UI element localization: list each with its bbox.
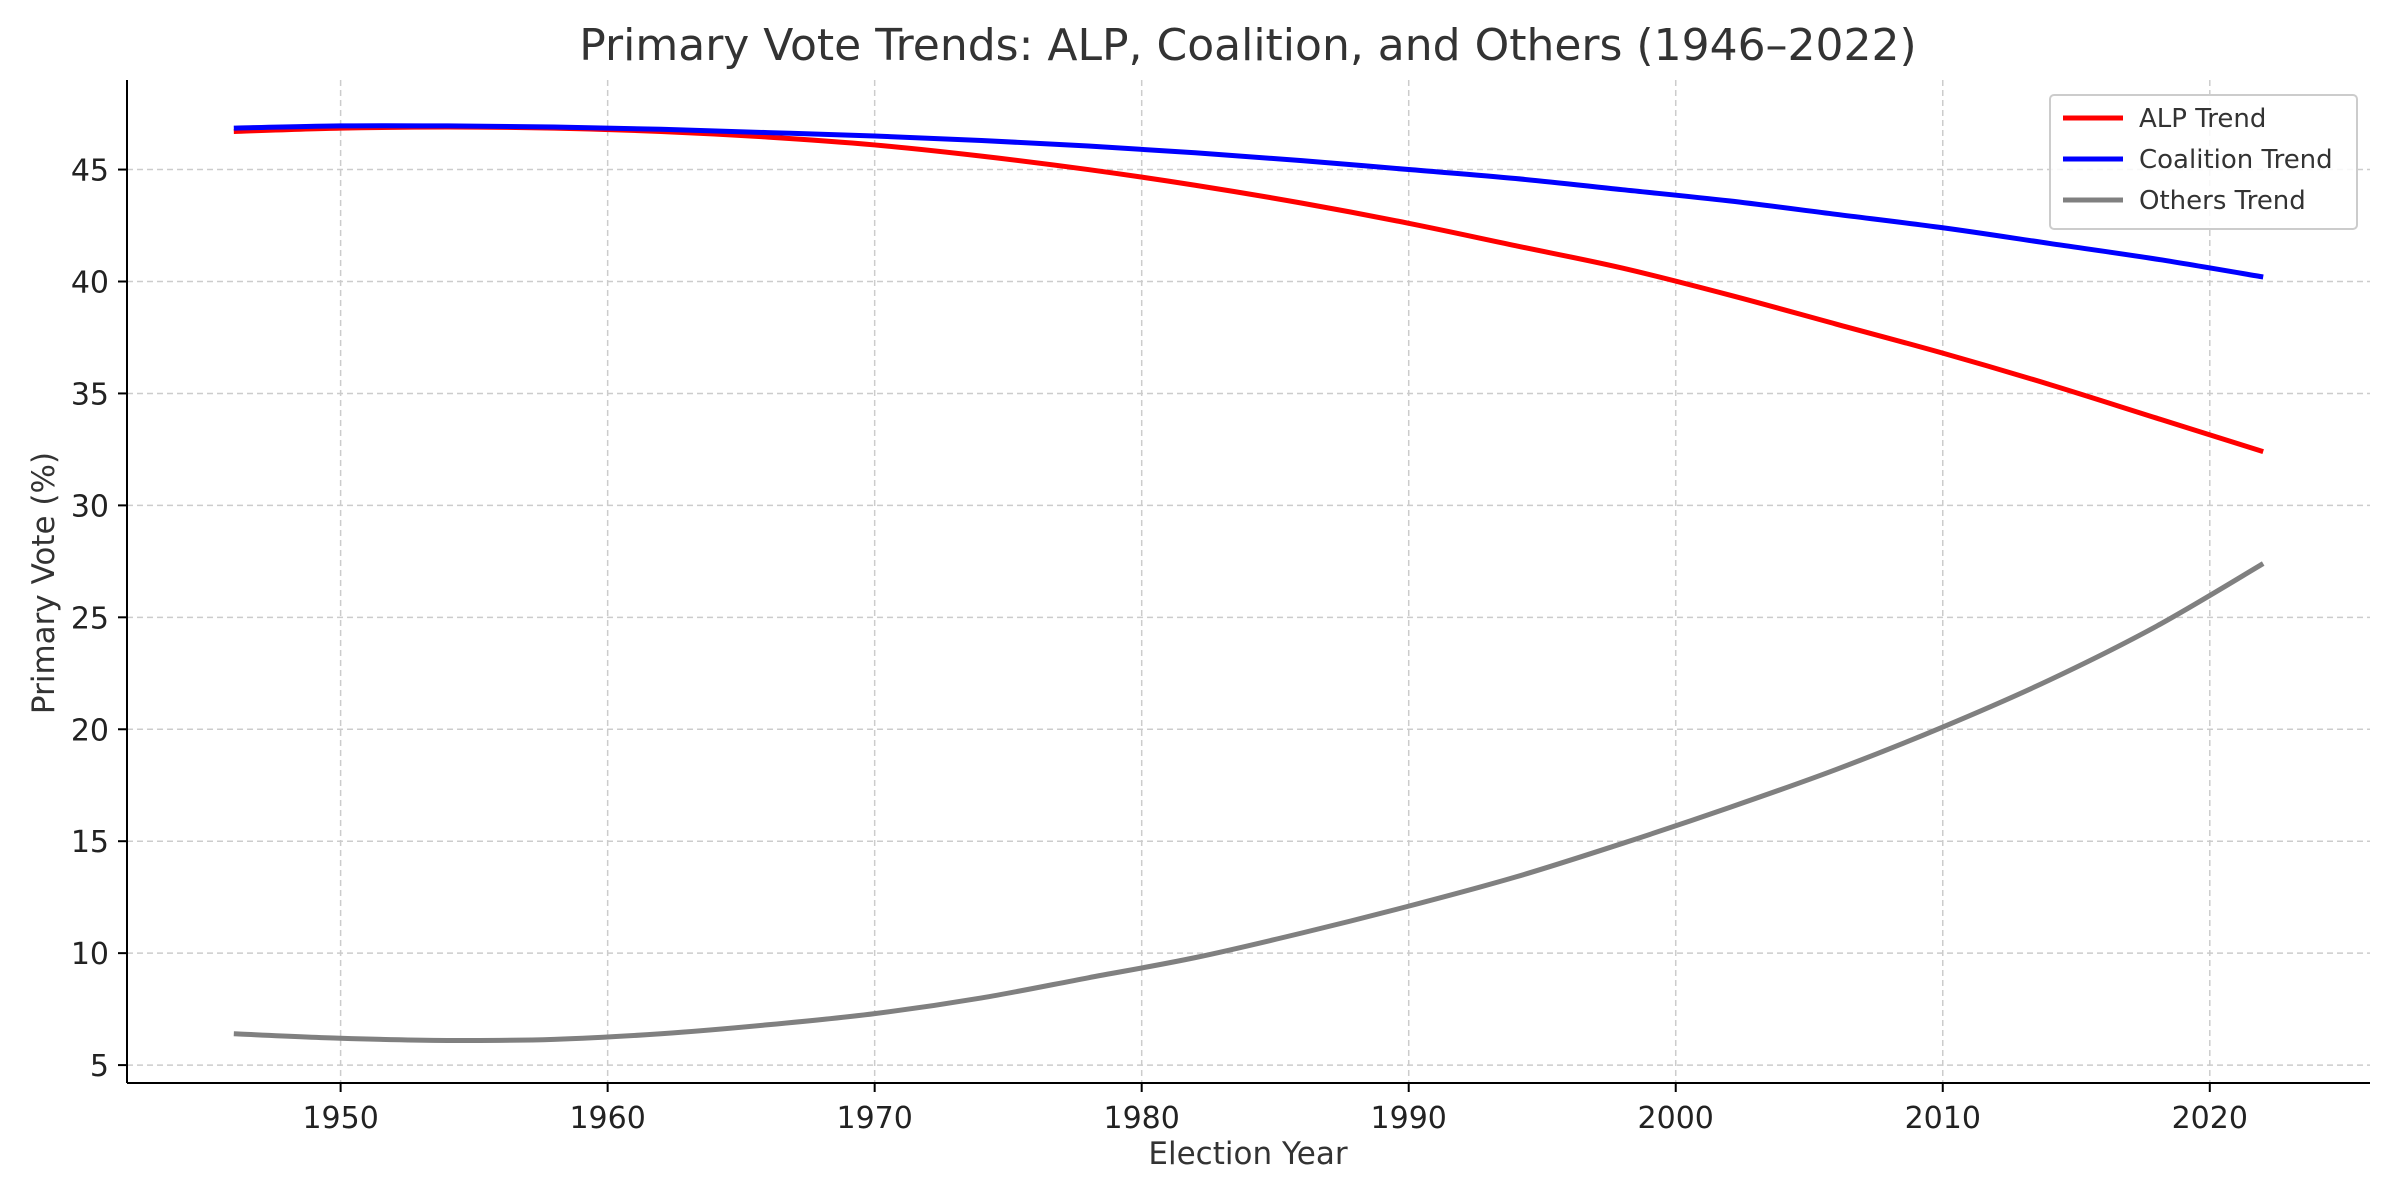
x-axis-label: Election Year: [1148, 1136, 1347, 1172]
y-tick-label: 40: [71, 265, 109, 300]
x-tick-label: 2000: [1638, 1101, 1714, 1136]
y-tick-label: 25: [71, 601, 109, 636]
series-layer: [233, 123, 2265, 1044]
series-line-alp-trend: [233, 124, 2264, 455]
series-line-others-trend: [233, 561, 2265, 1044]
series-line-coalition-trend: [233, 123, 2264, 280]
y-tick-label: 20: [71, 713, 109, 748]
x-tick-label: 1980: [1104, 1101, 1180, 1136]
x-tick-label: 2020: [2172, 1101, 2248, 1136]
y-tick-label: 45: [71, 154, 109, 189]
y-tick-label: 35: [71, 377, 109, 412]
y-axis-label: Primary Vote (%): [26, 452, 62, 714]
y-tick-label: 5: [90, 1049, 109, 1084]
legend-label-coalition-trend: Coalition Trend: [2139, 145, 2333, 175]
legend-label-others-trend: Others Trend: [2139, 186, 2306, 216]
grid-layer: [127, 80, 2370, 1083]
legend-label-alp-trend: ALP Trend: [2139, 104, 2266, 134]
axes-layer: 1950 1960 1970 1980 1990 2000 2010 2020 5 10 15 20 2…: [71, 80, 2370, 1136]
y-tick-label: 15: [71, 825, 109, 860]
x-tick-label: 1950: [302, 1101, 378, 1136]
y-tick-label: 10: [71, 937, 109, 972]
x-tick-label: 1970: [836, 1101, 912, 1136]
y-tick-label: 30: [71, 489, 109, 524]
x-tick-label: 2010: [1905, 1101, 1981, 1136]
x-tick-label: 1960: [569, 1101, 645, 1136]
chart-title: Primary Vote Trends: ALP, Coalition, and…: [579, 20, 1916, 71]
x-tick-label: 1990: [1371, 1101, 1447, 1136]
legend: ALP Trend Coalition Trend Others Trend: [2049, 94, 2358, 230]
legend-box: [2049, 94, 2358, 230]
